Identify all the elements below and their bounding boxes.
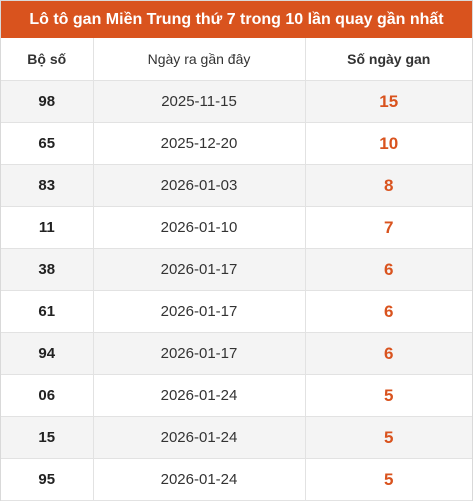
cell-last-date: 2026-01-24: [93, 458, 306, 501]
table-header-row: Bộ số Ngày ra gần đây Số ngày gan: [1, 38, 472, 81]
cell-number: 83: [1, 164, 94, 207]
cell-gan-days: 8: [305, 164, 472, 207]
cell-number: 38: [1, 248, 94, 291]
cell-number: 95: [1, 458, 94, 501]
table-row: 06 2026-01-24 5: [1, 374, 472, 417]
header-last-date: Ngày ra gần đây: [93, 38, 306, 81]
cell-last-date: 2026-01-24: [93, 416, 306, 459]
table-row: 94 2026-01-17 6: [1, 332, 472, 375]
cell-last-date: 2026-01-10: [93, 206, 306, 249]
table-row: 98 2025-11-15 15: [1, 80, 472, 123]
cell-number: 65: [1, 122, 94, 165]
cell-gan-days: 6: [305, 248, 472, 291]
cell-last-date: 2025-12-20: [93, 122, 306, 165]
cell-last-date: 2026-01-24: [93, 374, 306, 417]
table-row: 61 2026-01-17 6: [1, 290, 472, 333]
table-row: 11 2026-01-10 7: [1, 206, 472, 249]
header-gan-days: Số ngày gan: [305, 38, 472, 81]
header-number: Bộ số: [1, 38, 94, 81]
cell-number: 98: [1, 80, 94, 123]
cell-gan-days: 15: [305, 80, 472, 123]
table-row: 95 2026-01-24 5: [1, 458, 472, 501]
cell-gan-days: 5: [305, 416, 472, 459]
cell-last-date: 2026-01-17: [93, 290, 306, 333]
cell-last-date: 2026-01-17: [93, 248, 306, 291]
cell-gan-days: 5: [305, 374, 472, 417]
cell-number: 06: [1, 374, 94, 417]
cell-last-date: 2026-01-17: [93, 332, 306, 375]
table-row: 38 2026-01-17 6: [1, 248, 472, 291]
cell-last-date: 2025-11-15: [93, 80, 306, 123]
cell-gan-days: 6: [305, 332, 472, 375]
table-title: Lô tô gan Miền Trung thứ 7 trong 10 lần …: [1, 1, 472, 38]
cell-gan-days: 7: [305, 206, 472, 249]
table-row: 65 2025-12-20 10: [1, 122, 472, 165]
cell-gan-days: 6: [305, 290, 472, 333]
gan-table: Bộ số Ngày ra gần đây Số ngày gan 98 202…: [1, 38, 472, 501]
cell-number: 15: [1, 416, 94, 459]
cell-number: 11: [1, 206, 94, 249]
cell-number: 94: [1, 332, 94, 375]
cell-gan-days: 10: [305, 122, 472, 165]
table-row: 83 2026-01-03 8: [1, 164, 472, 207]
cell-number: 61: [1, 290, 94, 333]
cell-last-date: 2026-01-03: [93, 164, 306, 207]
table-row: 15 2026-01-24 5: [1, 416, 472, 459]
cell-gan-days: 5: [305, 458, 472, 501]
